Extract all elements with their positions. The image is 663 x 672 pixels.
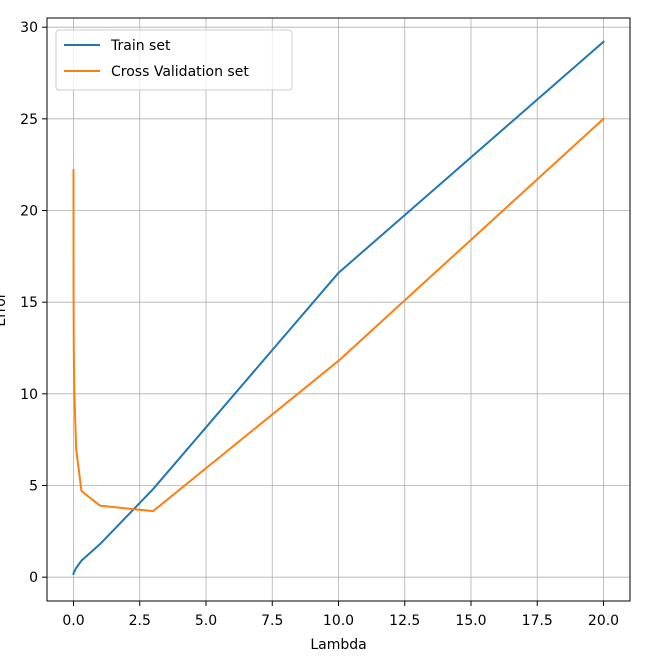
x-tick-label: 20.0	[588, 613, 619, 629]
x-tick-label: 15.0	[455, 613, 486, 629]
y-tick-label: 5	[29, 479, 38, 495]
x-tick-label: 17.5	[522, 613, 553, 629]
x-tick-label: 7.5	[261, 613, 283, 629]
legend-box	[55, 29, 293, 91]
plot-area	[72, 40, 605, 575]
x-tick-label: 5.0	[195, 613, 217, 629]
y-tick-label: 15	[20, 295, 38, 311]
y-tick-label: 30	[20, 20, 38, 36]
x-axis-label: Lambda	[310, 637, 366, 653]
series-line-train	[72, 40, 605, 575]
y-tick-label: 25	[20, 112, 38, 128]
x-tick-label: 2.5	[129, 613, 151, 629]
grid	[47, 18, 630, 601]
x-tick-label: 0.0	[62, 613, 84, 629]
x-tick-label: 10.0	[323, 613, 354, 629]
legend-label-train: Train set	[110, 38, 171, 54]
y-tick-label: 20	[20, 204, 38, 220]
legend-label-cv: Cross Validation set	[111, 64, 249, 80]
x-tick-label: 12.5	[389, 613, 420, 629]
y-axis-label: Error	[0, 292, 9, 326]
y-tick-label: 10	[20, 387, 38, 403]
y-tick-label: 0	[29, 570, 38, 586]
y-axis: 0 5 10 15 20 25 30	[20, 20, 47, 586]
legend: Train set Cross Validation set	[55, 29, 293, 91]
series-line-cv	[72, 117, 605, 513]
x-axis: 0.0 2.5 5.0 7.5 10.0 12.5 15.0 17.5 20.0	[62, 601, 619, 629]
